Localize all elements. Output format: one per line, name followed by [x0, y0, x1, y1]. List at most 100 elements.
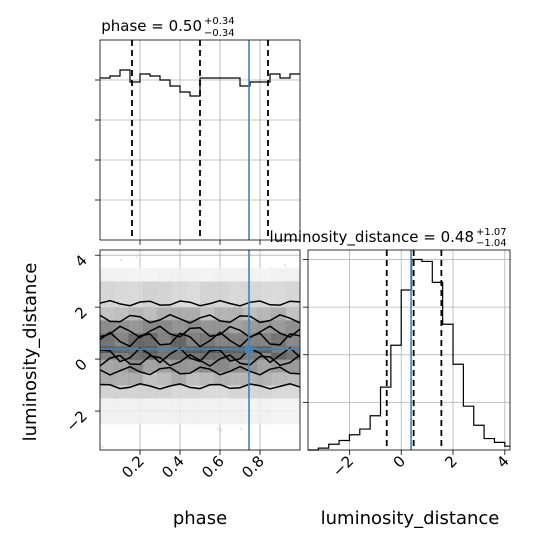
density-cell: [185, 372, 201, 386]
contour-line: [100, 313, 300, 324]
density-cell: [242, 385, 258, 399]
density-cell: [157, 352, 172, 360]
density-cell: [142, 372, 158, 386]
density-content: [100, 250, 300, 450]
y-axis-label-distance: luminosity_distance: [20, 263, 41, 442]
density-cell: [214, 281, 229, 308]
density-cell: [114, 268, 129, 282]
density-cell: [214, 359, 229, 373]
density-cell: [285, 385, 300, 399]
density-cell: [128, 359, 144, 373]
phase-hist-ticks: [95, 79, 261, 245]
density-cell: [185, 307, 201, 321]
density-cell: [200, 372, 215, 386]
density-cell: [200, 281, 215, 308]
density-cell: [157, 333, 172, 347]
contour-line: [100, 331, 300, 348]
phase-histogram-step: [100, 69, 300, 97]
distance-hist-grid: [308, 250, 510, 450]
density-cell: [200, 307, 215, 321]
x-axis-label-distance: luminosity_distance: [321, 508, 500, 529]
density-cell: [100, 320, 115, 334]
density-cell: [128, 352, 144, 360]
density-cell: [200, 385, 215, 399]
density-cell: [228, 372, 244, 386]
density-cell: [285, 307, 300, 321]
density-cell: [242, 372, 258, 386]
density-cell: [114, 372, 129, 386]
contour-line: [100, 383, 300, 390]
density-cell: [214, 372, 229, 386]
density-cell: [142, 268, 158, 282]
density-cell: [171, 398, 187, 425]
phase-hist-content: [100, 40, 300, 240]
density-cell: [257, 320, 272, 334]
phase-hist-title-sup: +0.34: [204, 16, 235, 27]
density-frame: [99, 249, 301, 451]
density-cell: [171, 352, 187, 360]
density-cell: [271, 385, 287, 399]
phase-histogram-panel: phase = 0.50 +0.34 −0.34: [95, 16, 301, 245]
density-cell: [128, 307, 144, 321]
density-cell: [242, 398, 258, 425]
distance-hist-title: luminosity_distance = 0.48: [270, 228, 474, 247]
density-cell: [214, 398, 229, 425]
density-cell: [285, 281, 300, 308]
density-cell: [285, 320, 300, 334]
density-cell: [214, 307, 229, 321]
density-cell: [200, 268, 215, 282]
density-cell: [100, 352, 115, 360]
density-cell: [214, 385, 229, 399]
density-cell: [142, 333, 158, 347]
density-cell: [257, 281, 272, 308]
density-cell: [228, 281, 244, 308]
density-cell: [128, 385, 144, 399]
density-cell: [100, 268, 115, 282]
density-cell: [242, 320, 258, 334]
density-cell: [114, 307, 129, 321]
density-cell: [100, 385, 115, 399]
density-cell: [242, 333, 258, 347]
phase-hist-title-sub: −0.34: [204, 28, 235, 39]
density-cell: [257, 333, 272, 347]
density-cell: [171, 333, 187, 347]
density-cell: [114, 333, 129, 347]
density-cell: [171, 372, 187, 386]
sample-point: [219, 429, 222, 432]
density-cell: [128, 268, 144, 282]
density-cell: [157, 320, 172, 334]
density-cell: [100, 372, 115, 386]
density-cell: [257, 398, 272, 425]
density-cell: [157, 372, 172, 386]
density-cell: [157, 281, 172, 308]
density-cell: [285, 352, 300, 360]
density-cell: [100, 398, 115, 425]
density-cell: [171, 359, 187, 373]
density-cell: [228, 307, 244, 321]
density-cell: [271, 268, 287, 282]
density-cell: [157, 398, 172, 425]
density-cell: [171, 320, 187, 334]
density-cell: [114, 281, 129, 308]
sample-point: [240, 427, 243, 430]
contour-line: [100, 365, 300, 376]
density-cell: [157, 307, 172, 321]
sample-point: [216, 427, 219, 430]
density-cell: [142, 307, 158, 321]
density-cell: [228, 352, 244, 360]
density-cell: [257, 268, 272, 282]
density-cell: [271, 372, 287, 386]
contour-line: [100, 325, 300, 339]
phase-hist-frame: [99, 39, 301, 241]
contour-line: [100, 347, 300, 364]
density-cell: [185, 281, 201, 308]
density-cell: [214, 352, 229, 360]
density-cell: [242, 281, 258, 308]
density-cell: [142, 320, 158, 334]
density-cell: [257, 307, 272, 321]
distance-hist-title-sup: +1.07: [476, 227, 507, 238]
density-cell: [242, 352, 258, 360]
distance-hist-content: [308, 250, 510, 451]
density-cell: [271, 359, 287, 373]
density-cell: [128, 281, 144, 308]
